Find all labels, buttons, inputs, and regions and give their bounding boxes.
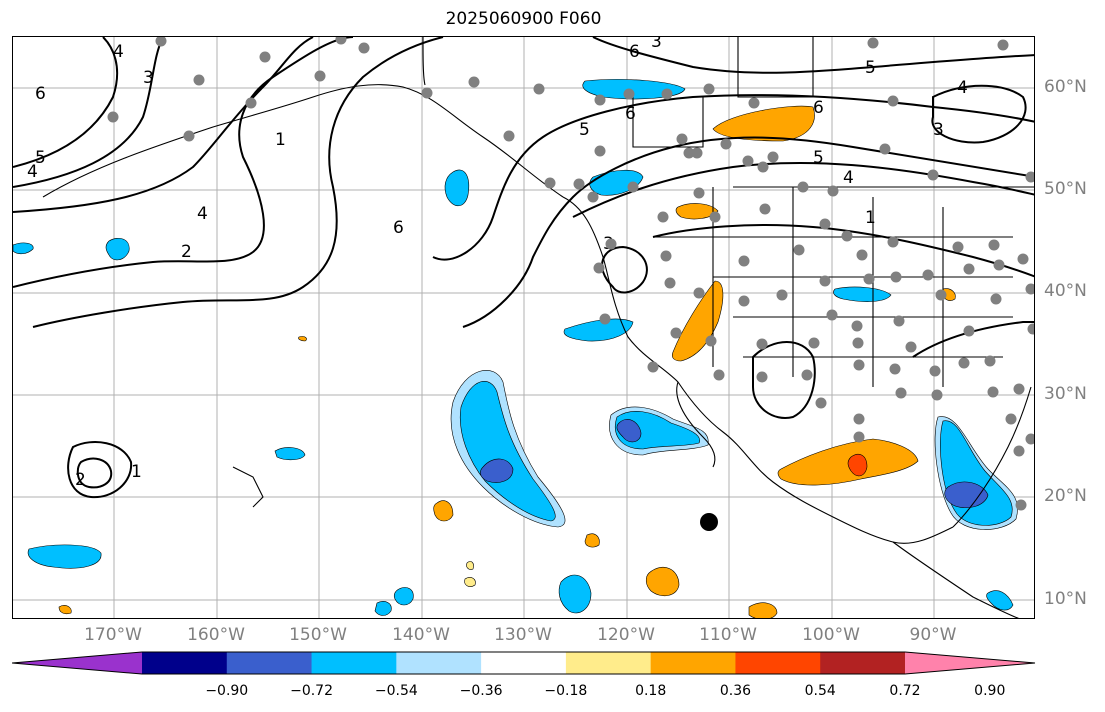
- neg-region-gulf-alaska: [444, 169, 470, 207]
- lon-label-110w: 110°W: [699, 625, 757, 645]
- neg-region-pacific-tiny-2: [374, 601, 392, 616]
- contour-label: 6: [629, 42, 640, 62]
- neg-region-pacific-tiny-1: [393, 587, 414, 606]
- neg-region-west-coast: [563, 318, 634, 342]
- colorbar-tick-label: 0.54: [804, 683, 836, 699]
- neg-region-pacific-central-inner: [459, 381, 556, 522]
- contour-label: 1: [865, 208, 876, 228]
- contour-label: 2: [181, 242, 192, 262]
- lon-label-120w: 120°W: [597, 625, 655, 645]
- lat-label-60n: 60°N: [1044, 77, 1087, 97]
- contours: [13, 37, 1034, 499]
- contour-label: 6: [813, 98, 824, 118]
- map-title: 2025060900 F060: [445, 9, 602, 29]
- neg-region-hawaii-west: [27, 544, 102, 569]
- neg-region-hi-small: [274, 447, 306, 461]
- contour-label: 5: [865, 58, 876, 78]
- contour-label: 4: [113, 42, 124, 62]
- pos-region-pacific-mid-2: [584, 533, 600, 548]
- neg-region-west-small-2: [13, 242, 34, 255]
- contour-label: 6: [393, 218, 404, 238]
- pos-region-pacific-tiny: [464, 577, 476, 587]
- colorbar-segment: [650, 652, 736, 674]
- contour-label: 6: [35, 84, 46, 104]
- anomaly-field: [13, 79, 1018, 618]
- map-panel[interactable]: 6 5 4 3 4 2 1 4 6 5 6 6 5 4 3 3 6 5 4 1 …: [12, 36, 1035, 619]
- map-canvas[interactable]: 6 5 4 3 4 2 1 4 6 5 6 6 5 4 3 3 6 5 4 1 …: [13, 37, 1035, 619]
- contour-label: 5: [813, 148, 824, 168]
- coastlines: [42, 37, 1034, 618]
- contour-label: 3: [143, 68, 154, 88]
- contour-label: 1: [131, 462, 142, 482]
- contour-label: 3: [651, 37, 662, 52]
- pos-region-pnw: [675, 203, 719, 220]
- contour-label: 4: [197, 204, 208, 224]
- station-dots: [107, 37, 1034, 511]
- lon-label-170w: 170°W: [84, 625, 142, 645]
- colorbar-tick-label: 0.72: [889, 683, 921, 699]
- colorbar-segment: [820, 652, 906, 674]
- pos-region-canada: [712, 105, 815, 142]
- colorbar-tick-label: −0.36: [459, 683, 503, 699]
- colorbar-segment: [735, 652, 821, 674]
- colorbar-tick-label: 0.90: [974, 683, 1006, 699]
- colorbar-tick-label: −0.18: [544, 683, 588, 699]
- contour-label: 1: [275, 130, 286, 150]
- lon-label-140w: 140°W: [392, 625, 450, 645]
- neg-region-west-small-1: [105, 238, 130, 261]
- neg-region-florida: [986, 590, 1014, 611]
- pos-region-pacific-tiny-2: [466, 561, 474, 570]
- colorbar-segment: [226, 652, 313, 674]
- lon-label-90w: 90°W: [909, 625, 957, 645]
- contour-label: 4: [957, 78, 968, 98]
- lon-label-150w: 150°W: [289, 625, 347, 645]
- neg-region-gulf-mexico-core: [944, 481, 989, 508]
- lat-label-30n: 30°N: [1044, 384, 1087, 404]
- lat-label-10n: 10°N: [1044, 589, 1087, 609]
- lon-label-130w: 130°W: [494, 625, 552, 645]
- lon-label-100w: 100°W: [802, 625, 860, 645]
- contour-label: 5: [579, 120, 590, 140]
- colorbar-outline: [12, 651, 1036, 675]
- neg-region-pacific-south: [558, 574, 592, 614]
- pos-region-mexico-core: [847, 454, 868, 477]
- pos-region-pacific-mid: [433, 500, 454, 522]
- pos-region-california: [671, 280, 724, 362]
- colorbar-tick-label: −0.90: [205, 683, 249, 699]
- colorbar-tick-label: 0.36: [719, 683, 752, 699]
- colorbar-segment: [311, 652, 397, 674]
- colorbar-tick-label: −0.54: [374, 683, 418, 699]
- colorbar-segment: [12, 652, 142, 674]
- colorbar-segment: [142, 652, 228, 674]
- colorbar-segment: [905, 652, 1035, 674]
- neg-region-baja-west-core: [616, 419, 642, 443]
- lat-label-20n: 20°N: [1044, 486, 1087, 506]
- contour-label: 2: [75, 470, 86, 490]
- contour-label: 3: [933, 120, 944, 140]
- pos-region-tiny-ocean: [298, 336, 307, 342]
- contour-label: 5: [35, 148, 46, 168]
- pos-region-hawaii-far: [58, 605, 72, 615]
- lat-label-50n: 50°N: [1044, 179, 1087, 199]
- neg-region-pacific-central-core: [480, 458, 514, 483]
- pos-region-pacific-east: [645, 567, 680, 597]
- colorbar-segment: [565, 652, 652, 674]
- contour-label: 4: [27, 162, 38, 182]
- pos-region-pacific-east-2: [748, 602, 778, 618]
- storm-center-marker: [700, 513, 718, 531]
- graticule: [13, 37, 1034, 618]
- neg-region-central-us: [833, 286, 892, 302]
- colorbar-segments: [12, 651, 1036, 675]
- contour-label: 6: [625, 104, 636, 124]
- lat-label-40n: 40°N: [1044, 281, 1087, 301]
- contour-label: 4: [843, 168, 854, 188]
- colorbar-tick-label: 0.18: [635, 683, 667, 699]
- colorbar-tick-label: −0.72: [290, 683, 333, 699]
- lon-label-160w: 160°W: [187, 625, 245, 645]
- colorbar: [12, 651, 1036, 675]
- colorbar-segment: [481, 652, 567, 674]
- colorbar-segment: [396, 652, 482, 674]
